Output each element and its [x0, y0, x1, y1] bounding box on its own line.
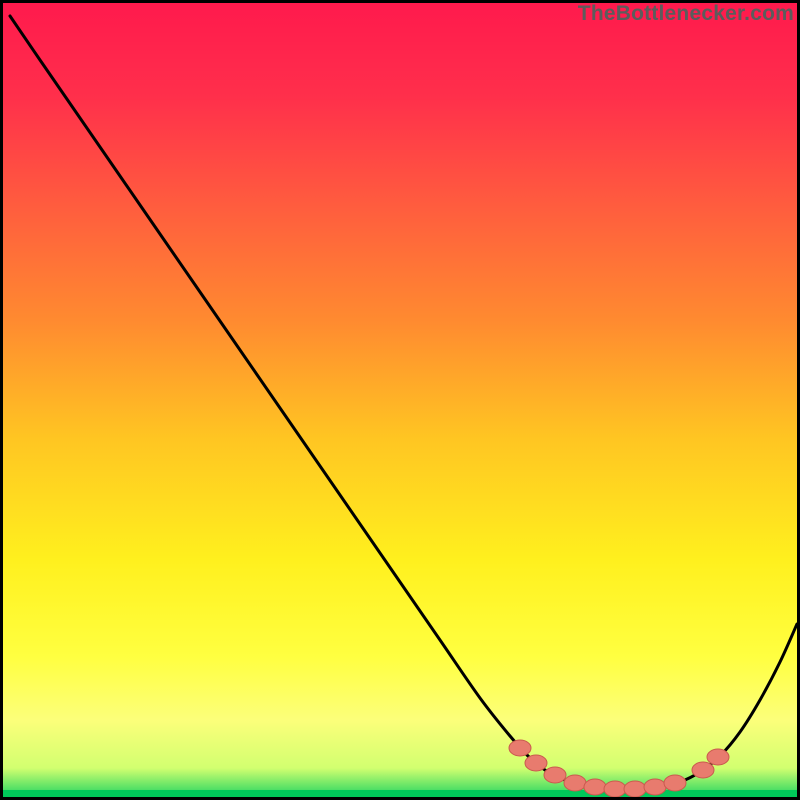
curve-marker [584, 779, 606, 795]
curve-marker [509, 740, 531, 756]
bottleneck-chart [0, 0, 800, 800]
curve-marker [644, 779, 666, 795]
curve-marker [664, 775, 686, 791]
curve-marker [604, 781, 626, 797]
curve-marker [525, 755, 547, 771]
curve-marker [544, 767, 566, 783]
curve-marker [692, 762, 714, 778]
curve-marker [564, 775, 586, 791]
watermark-text: TheBottlenecker.com [578, 2, 794, 26]
gradient-background [0, 0, 800, 800]
curve-marker [707, 749, 729, 765]
chart-container: TheBottlenecker.com [0, 0, 800, 800]
curve-marker [624, 781, 646, 797]
